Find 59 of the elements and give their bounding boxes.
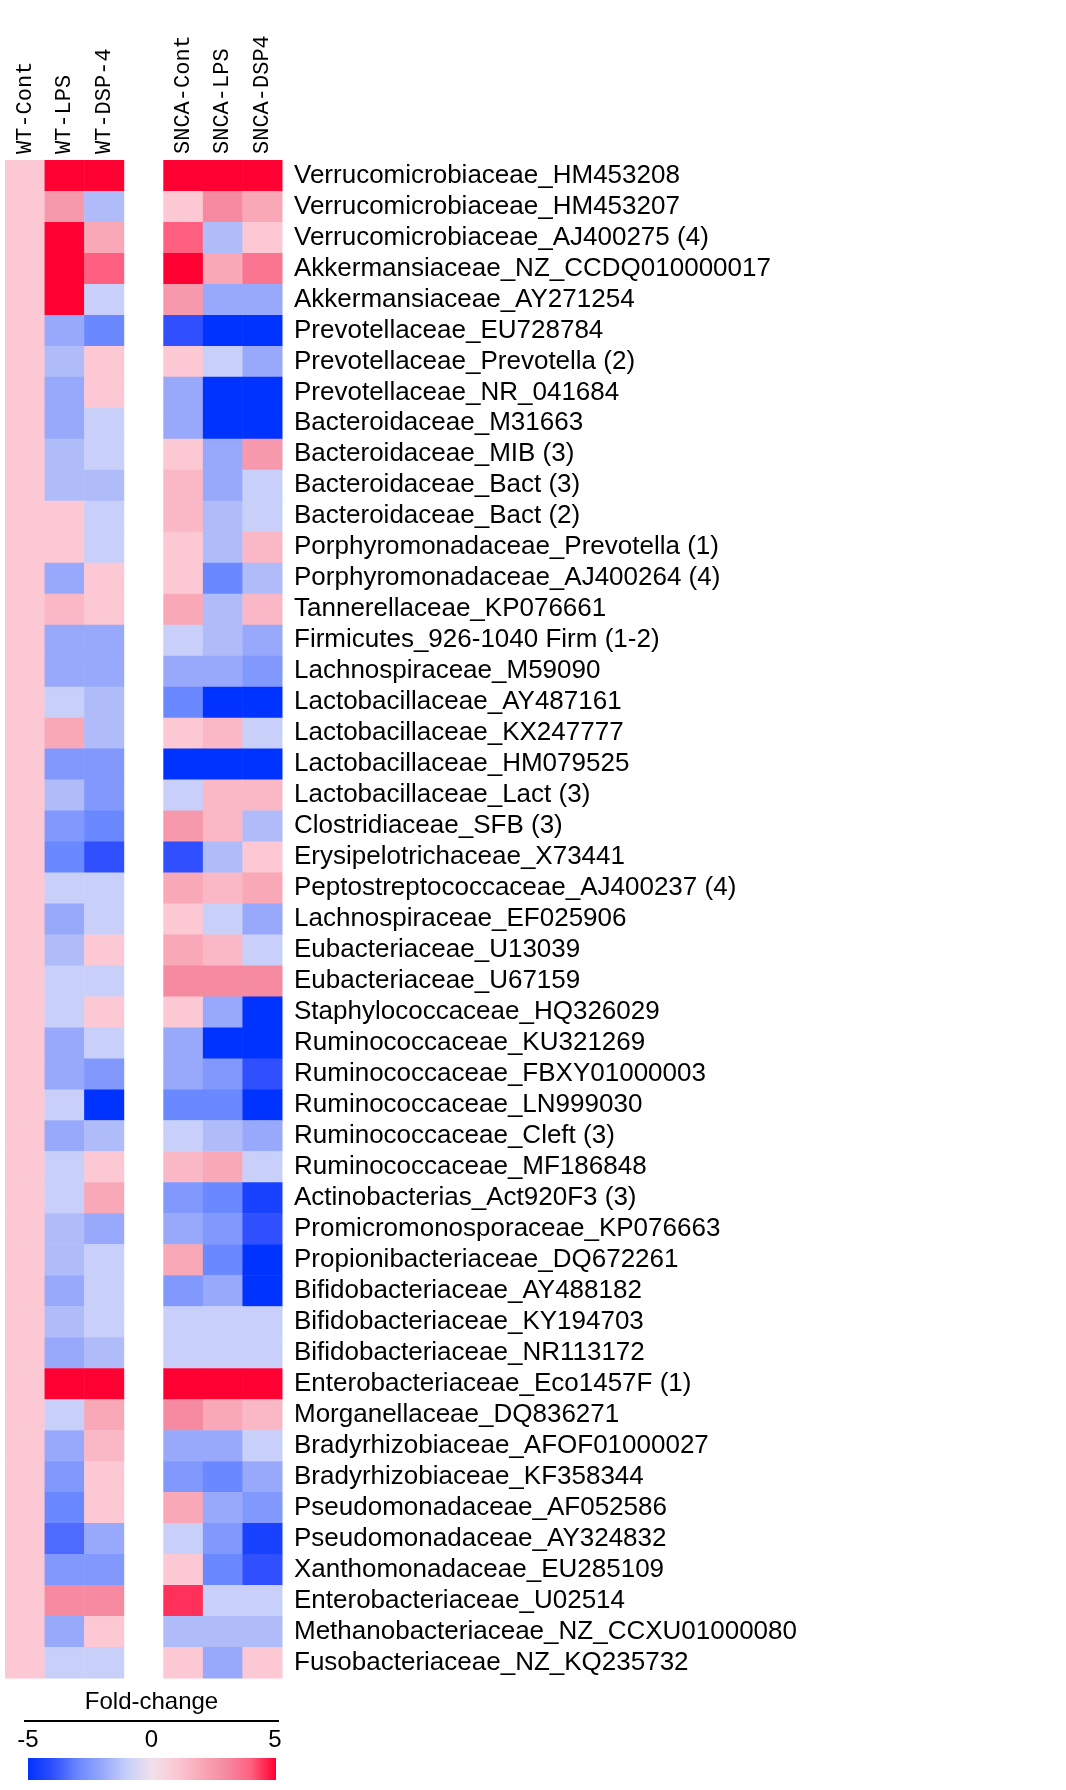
x-tick-label: WT-LPS	[52, 74, 78, 154]
y-tick-label: Bradyrhizobiaceae_KF358344	[294, 1459, 644, 1490]
y-tick-label: Bacteroidaceae_Bact (3)	[294, 468, 581, 499]
y-tick-label: Actinobacterias_Act920F3 (3)	[294, 1180, 637, 1211]
y-tick-label: Eubacteriaceae_U67159	[294, 964, 581, 995]
y-tick-label: Enterobacteriaceae_U02514	[294, 1583, 626, 1614]
y-tick-label: Morganellaceae_DQ836271	[294, 1397, 620, 1428]
y-tick-label: Bifidobacteriaceae_KY194703	[294, 1304, 644, 1335]
y-tick-label: Verrucomicrobiaceae_AJ400275 (4)	[294, 220, 709, 251]
y-tick-label: Xanthomonadaceae_EU285109	[294, 1552, 665, 1583]
y-tick-label: Verrucomicrobiaceae_HM453208	[294, 158, 680, 189]
y-tick-label: Clostridiaceae_SFB (3)	[294, 809, 563, 840]
y-tick-label: Ruminococcaceae_MF186848	[294, 1150, 647, 1181]
y-tick-label: Bifidobacteriaceae_AY488182	[294, 1273, 642, 1304]
y-tick-label: Propionibacteriaceae_DQ672261	[294, 1242, 679, 1273]
y-tick-label: Porphyromonadaceae_AJ400264 (4)	[294, 561, 721, 592]
y-tick-label: Prevotellaceae_NR_041684	[294, 375, 620, 406]
y-tick-label: Akkermansiaceae_NZ_CCDQ010000017	[294, 251, 771, 282]
y-tick-label: Prevotellaceae_Prevotella (2)	[294, 344, 636, 375]
x-tick-label: SNCA-DSP4	[250, 35, 276, 154]
y-tick-label: Verrucomicrobiaceae_HM453207	[294, 189, 680, 220]
x-tick-label: WT-DSP-4	[91, 48, 117, 154]
y-tick-label: Porphyromonadaceae_Prevotella (1)	[294, 530, 719, 561]
y-tick-label: Lactobacillaceae_AY487161	[294, 685, 622, 716]
y-tick-label: Prevotellaceae_EU728784	[294, 313, 604, 344]
y-tick-label: Ruminococcaceae_KU321269	[294, 1026, 646, 1057]
y-tick-label: Eubacteriaceae_U13039	[294, 933, 581, 964]
y-tick-label: Ruminococcaceae_LN999030	[294, 1088, 643, 1119]
y-tick-label: Firmicutes_926-1040 Firm (1-2)	[294, 623, 660, 654]
y-tick-label: Ruminococcaceae_FBXY01000003	[294, 1057, 706, 1088]
color-bar-label: -5	[17, 1724, 39, 1752]
y-tick-label: Bacteroidaceae_MIB (3)	[294, 437, 575, 468]
y-tick-label: Lactobacillaceae_KX247777	[294, 716, 624, 747]
color-bar-label: 0	[144, 1724, 159, 1752]
x-tick-label: SNCA-Cont	[170, 35, 196, 154]
color-bar-label: 5	[268, 1724, 282, 1752]
y-tick-label: Bifidobacteriaceae_NR113172	[294, 1335, 645, 1366]
y-tick-label: Ruminococcaceae_Cleft (3)	[294, 1119, 615, 1150]
y-tick-label: Methanobacteriaceae_NZ_CCXU01000080	[294, 1614, 797, 1645]
y-tick-label: Staphylococcaceae_HQ326029	[294, 995, 660, 1026]
y-tick-label: Lachnospiraceae_M59090	[294, 654, 601, 685]
y-tick-label: Bacteroidaceae_Bact (2)	[294, 499, 581, 530]
y-tick-label: Fusobacteriaceae_NZ_KQ235732	[294, 1645, 689, 1676]
y-tick-label: Lactobacillaceae_Lact (3)	[294, 778, 591, 809]
y-tick-label: Erysipelotrichaceae_X73441	[294, 840, 625, 871]
y-tick-label: Bacteroidaceae_M31663	[294, 406, 584, 437]
y-tick-label: Peptostreptococcaceae_AJ400237 (4)	[294, 871, 737, 902]
y-tick-label: Bradyrhizobiaceae_AFOF01000027	[294, 1428, 709, 1459]
y-tick-label: Akkermansiaceae_AY271254	[294, 282, 635, 313]
x-tick-label: SNCA-LPS	[210, 48, 236, 154]
x-tick-label: WT-Cont	[12, 61, 38, 154]
y-tick-label: Promicromonosporaceae_KP076663	[294, 1211, 721, 1242]
y-tick-label: Enterobacteriaceae_Eco1457F (1)	[294, 1366, 692, 1397]
y-tick-label: Tannerellaceae_KP076661	[294, 592, 607, 623]
y-tick-label: Pseudomonadaceae_AF052586	[294, 1490, 667, 1521]
y-tick-label: Pseudomonadaceae_AY324832	[294, 1521, 667, 1552]
y-tick-label: Lactobacillaceae_HM079525	[294, 747, 630, 778]
color-bar-title: Fold-change	[84, 1686, 219, 1714]
y-tick-label: Lachnospiraceae_EF025906	[294, 902, 627, 933]
